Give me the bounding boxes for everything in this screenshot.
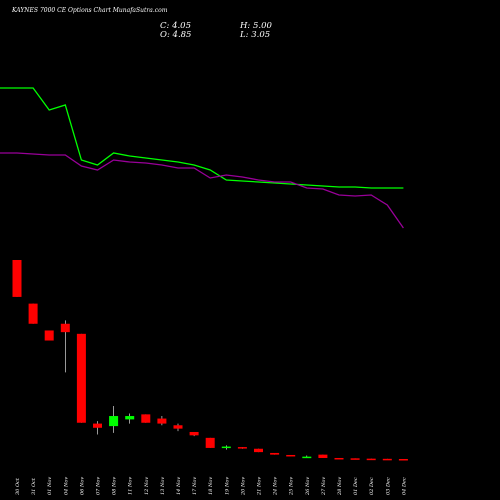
moving-average-layer	[0, 87, 404, 229]
x-tick-label: 02 Dec	[369, 477, 375, 495]
candle	[12, 260, 22, 297]
candle-body	[60, 323, 70, 333]
candle-body	[286, 454, 296, 457]
candle	[286, 454, 296, 457]
x-tick-label: 19 Nov	[224, 477, 230, 495]
candle-body	[76, 333, 86, 423]
candle-body	[350, 458, 360, 460]
x-axis-tick-labels: 30 Oct 31 Oct 01 Nov 04 Nov 06 Nov 07 Nov 08 N…	[15, 477, 407, 496]
candle-layer	[12, 260, 408, 461]
x-tick-label: 06 Nov	[79, 477, 85, 495]
x-tick-label: 18 Nov	[208, 477, 214, 495]
candle-body	[334, 457, 344, 460]
candle-body	[93, 423, 102, 428]
candle	[302, 455, 312, 459]
candle-body	[221, 446, 231, 449]
candle	[93, 421, 102, 435]
candle	[28, 303, 38, 324]
candle	[366, 458, 376, 461]
candle	[398, 458, 408, 461]
high-readout: H: 5.00	[239, 21, 272, 31]
candle	[237, 447, 247, 449]
x-tick-label: 27 Nov	[321, 477, 327, 496]
candle	[254, 448, 263, 453]
candle	[109, 405, 119, 433]
x-tick-label: 03 Dec	[385, 477, 391, 495]
low-readout: L: 3.05	[239, 30, 270, 40]
candle	[318, 454, 328, 458]
open-readout: O: 4.85	[160, 30, 191, 40]
candle-body	[12, 260, 22, 297]
x-tick-label: 13 Nov	[160, 477, 166, 495]
x-tick-label: 01 Nov	[47, 477, 53, 495]
close-readout: C: 4.05	[160, 21, 191, 31]
candle-body	[302, 456, 312, 459]
candle	[350, 458, 360, 460]
x-tick-label: 04 Nov	[63, 477, 69, 495]
candle-body	[205, 437, 215, 448]
x-tick-label: 11 Nov	[128, 477, 134, 495]
x-tick-label: 25 Nov	[289, 477, 295, 496]
x-tick-label: 14 Nov	[176, 477, 182, 495]
moving-average-line-1	[0, 87, 404, 189]
candle	[205, 437, 215, 448]
candle-body	[44, 330, 54, 341]
x-tick-label: 12 Nov	[144, 477, 150, 495]
candle	[382, 458, 392, 461]
candle-body	[157, 418, 167, 424]
candle	[334, 457, 344, 460]
candle-body	[125, 416, 135, 420]
candle	[76, 333, 86, 423]
candle	[60, 320, 70, 373]
x-tick-label: 17 Nov	[192, 477, 198, 495]
x-tick-label: 30 Oct	[15, 477, 21, 495]
candle-body	[366, 458, 376, 461]
candle-body	[109, 416, 119, 427]
x-tick-label: 21 Nov	[257, 477, 263, 496]
x-tick-label: 20 Nov	[240, 477, 246, 496]
candle-body	[28, 303, 38, 324]
moving-average-line-2	[0, 152, 404, 229]
candle	[157, 416, 167, 426]
candle	[221, 445, 231, 450]
candle-body	[173, 425, 183, 429]
candle-body	[254, 448, 263, 453]
candle-body	[398, 458, 408, 461]
x-tick-label: 31 Oct	[31, 477, 37, 495]
candle-body	[382, 458, 392, 461]
candle	[141, 414, 151, 423]
x-tick-label: 26 Nov	[305, 477, 311, 496]
candle-body	[189, 431, 199, 436]
chart-title: KAYNES 7000 CE Options Chart MunafaSutra…	[11, 7, 168, 14]
candle	[44, 330, 54, 341]
candle-body	[318, 454, 328, 458]
candle-body	[141, 414, 151, 423]
x-tick-label: 01 Dec	[353, 477, 359, 495]
x-tick-label: 08 Nov	[112, 477, 118, 495]
candle	[173, 423, 183, 432]
x-tick-label: 04 Dec	[401, 477, 407, 495]
x-tick-label: 28 Nov	[337, 477, 343, 496]
candle	[189, 431, 199, 437]
candle	[270, 452, 280, 455]
x-tick-label: 07 Nov	[96, 477, 102, 495]
x-tick-label: 24 Nov	[273, 477, 279, 496]
candle-body	[237, 447, 247, 449]
candle	[125, 413, 135, 424]
candle-body	[270, 452, 280, 455]
